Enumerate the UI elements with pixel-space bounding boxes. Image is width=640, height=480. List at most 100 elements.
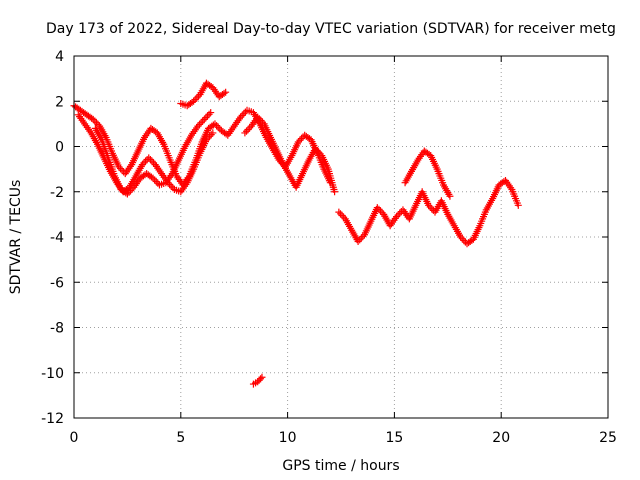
y-tick-label: -4 — [50, 230, 64, 246]
data-point — [202, 136, 210, 144]
data-point — [92, 119, 100, 127]
data-point — [335, 208, 343, 216]
data-point — [89, 115, 97, 123]
data-point — [457, 233, 465, 241]
data-point — [146, 156, 154, 164]
data-point — [296, 136, 304, 144]
data-point — [394, 211, 402, 219]
data-point — [297, 135, 305, 143]
data-point — [222, 88, 230, 96]
data-point — [123, 190, 131, 198]
data-point — [331, 188, 339, 196]
y-axis-label: SDTVAR / TECUs — [8, 180, 24, 295]
data-point — [194, 122, 202, 130]
data-point — [338, 212, 346, 220]
data-point — [151, 176, 159, 184]
data-point — [313, 146, 321, 154]
data-point — [167, 182, 175, 190]
x-tick-label: 5 — [176, 430, 185, 446]
data-point — [205, 110, 213, 118]
data-point — [204, 112, 211, 120]
data-point — [255, 115, 263, 123]
data-point — [244, 126, 252, 134]
data-point — [128, 185, 136, 193]
data-point — [214, 123, 222, 131]
data-point — [354, 238, 362, 246]
data-point — [207, 109, 215, 117]
series-trace-g — [401, 147, 454, 200]
data-point — [213, 122, 221, 130]
data-point — [425, 201, 433, 209]
data-point — [127, 187, 135, 195]
data-point — [91, 117, 99, 125]
data-point — [149, 174, 157, 182]
data-points — [70, 79, 522, 388]
data-point — [242, 127, 250, 135]
data-point — [246, 124, 254, 132]
data-point — [195, 120, 203, 128]
data-point — [125, 188, 133, 196]
series-trace-h — [249, 373, 266, 388]
data-point — [211, 120, 219, 128]
data-point — [115, 163, 123, 171]
data-point — [191, 96, 199, 104]
data-point — [426, 203, 434, 211]
x-axis-label: GPS time / hours — [282, 458, 399, 474]
data-point — [202, 114, 210, 122]
data-point — [336, 210, 344, 218]
data-point — [150, 159, 158, 167]
data-point — [220, 89, 228, 97]
data-point — [152, 178, 160, 186]
data-point — [169, 184, 177, 192]
y-tick-label: -2 — [50, 185, 64, 201]
data-point — [458, 235, 466, 243]
x-tick-label: 0 — [70, 430, 79, 446]
data-point — [197, 119, 205, 127]
data-point — [446, 192, 454, 200]
data-point — [190, 97, 198, 105]
y-tick-label: 0 — [55, 140, 64, 156]
data-point — [315, 148, 323, 156]
data-point — [240, 110, 248, 118]
data-point — [316, 150, 324, 158]
data-point — [258, 373, 266, 381]
data-point — [209, 129, 217, 137]
data-point — [514, 201, 522, 209]
data-point — [148, 157, 156, 165]
data-point — [140, 159, 148, 167]
data-point — [259, 118, 267, 126]
series-trace-c — [91, 109, 215, 198]
data-point — [359, 232, 367, 240]
y-tick-label: -10 — [41, 366, 64, 382]
data-point — [356, 236, 364, 244]
data-point — [257, 375, 265, 383]
data-point — [393, 213, 401, 221]
x-tick-label: 20 — [492, 430, 510, 446]
data-point — [142, 157, 150, 165]
chart-title: Day 173 of 2022, Sidereal Day-to-day VTE… — [46, 21, 616, 37]
data-point — [238, 111, 246, 119]
y-tick-label: 4 — [55, 49, 64, 65]
y-tick-label: -8 — [50, 321, 64, 337]
data-point — [138, 161, 146, 169]
data-point — [294, 138, 302, 146]
data-point — [254, 113, 262, 121]
plot-frame — [73, 55, 609, 419]
data-point — [357, 234, 365, 242]
data-point — [378, 209, 386, 217]
x-tick-label: 15 — [385, 430, 403, 446]
grid-lines — [74, 56, 608, 418]
data-point — [241, 108, 249, 116]
data-point — [200, 115, 208, 123]
data-point — [237, 113, 245, 121]
data-point — [166, 180, 174, 188]
data-point — [204, 134, 212, 142]
data-point — [194, 92, 202, 100]
y-tick-label: 2 — [55, 94, 64, 110]
data-point — [460, 236, 468, 244]
data-point — [154, 179, 162, 187]
data-point — [199, 117, 207, 125]
data-point — [145, 154, 153, 162]
data-point — [340, 213, 348, 221]
